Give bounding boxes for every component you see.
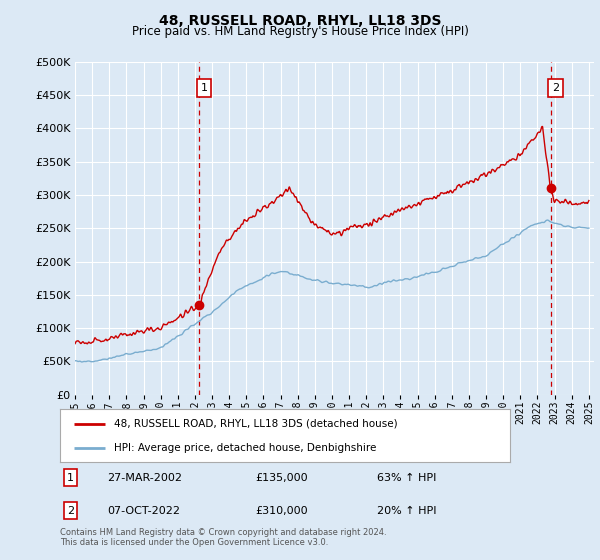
Text: 2: 2 xyxy=(552,83,559,94)
Text: 20% ↑ HPI: 20% ↑ HPI xyxy=(377,506,436,516)
Text: Contains HM Land Registry data © Crown copyright and database right 2024.
This d: Contains HM Land Registry data © Crown c… xyxy=(60,528,386,547)
Text: 1: 1 xyxy=(200,83,208,94)
Text: 07-OCT-2022: 07-OCT-2022 xyxy=(107,506,181,516)
Text: 2: 2 xyxy=(67,506,74,516)
Text: 63% ↑ HPI: 63% ↑ HPI xyxy=(377,473,436,483)
Text: 48, RUSSELL ROAD, RHYL, LL18 3DS (detached house): 48, RUSSELL ROAD, RHYL, LL18 3DS (detach… xyxy=(114,419,398,429)
Text: £135,000: £135,000 xyxy=(256,473,308,483)
Text: £310,000: £310,000 xyxy=(256,506,308,516)
Text: 1: 1 xyxy=(67,473,74,483)
Text: HPI: Average price, detached house, Denbighshire: HPI: Average price, detached house, Denb… xyxy=(114,443,376,453)
Text: Price paid vs. HM Land Registry's House Price Index (HPI): Price paid vs. HM Land Registry's House … xyxy=(131,25,469,38)
Text: 48, RUSSELL ROAD, RHYL, LL18 3DS: 48, RUSSELL ROAD, RHYL, LL18 3DS xyxy=(159,14,441,28)
Text: 27-MAR-2002: 27-MAR-2002 xyxy=(107,473,182,483)
